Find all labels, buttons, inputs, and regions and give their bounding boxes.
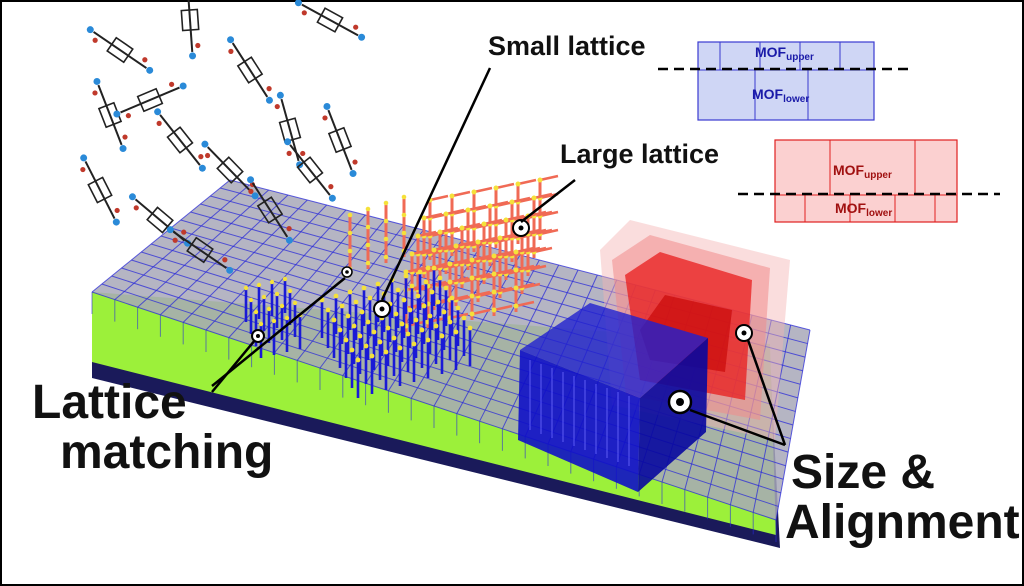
- target-marker-small: [373, 300, 391, 318]
- size-alignment-line2: Alignment: [785, 496, 1020, 550]
- lattice-matching-label: Lattice matching: [32, 376, 302, 480]
- inset-large-upper-main: MOF: [833, 162, 865, 178]
- lattice-matching-line1: Lattice: [32, 376, 187, 429]
- large-lattice-label: Large lattice: [560, 139, 720, 169]
- target-marker-pillar: [251, 329, 265, 343]
- inset-large-upper-label: MOFupper: [833, 162, 892, 181]
- inset-large-lattice: [738, 139, 1000, 223]
- target-marker-blue: [667, 389, 693, 415]
- organic-linkers: [80, 0, 366, 274]
- inset-small-lower-main: MOF: [752, 86, 784, 102]
- inset-small-upper-main: MOF: [755, 44, 787, 60]
- inset-large-upper-sub: upper: [864, 170, 892, 181]
- inset-small-upper-sub: upper: [786, 52, 814, 63]
- target-markers: [251, 219, 753, 415]
- small-lattice-label: Small lattice: [488, 31, 646, 61]
- size-alignment-label: Size & Alignment: [785, 446, 1020, 550]
- inset-large-lower-label: MOFlower: [835, 200, 892, 219]
- blue-box-pillars: [529, 360, 630, 466]
- target-marker-large: [512, 219, 530, 237]
- inset-small-upper-label: MOFupper: [755, 44, 814, 63]
- target-marker-linker: [341, 266, 353, 278]
- target-marker-red: [735, 324, 753, 342]
- inset-small-lower-label: MOFlower: [752, 86, 809, 105]
- inset-large-lower-sub: lower: [866, 208, 893, 219]
- inset-large-lower-main: MOF: [835, 200, 867, 216]
- blue-mof-box: [518, 303, 708, 492]
- size-alignment-line1: Size &: [791, 446, 936, 499]
- lattice-matching-line2: matching: [60, 426, 274, 480]
- inset-small-lattice: [658, 41, 912, 121]
- leader-lines: [211, 67, 787, 447]
- inset-small-lower-sub: lower: [783, 94, 810, 105]
